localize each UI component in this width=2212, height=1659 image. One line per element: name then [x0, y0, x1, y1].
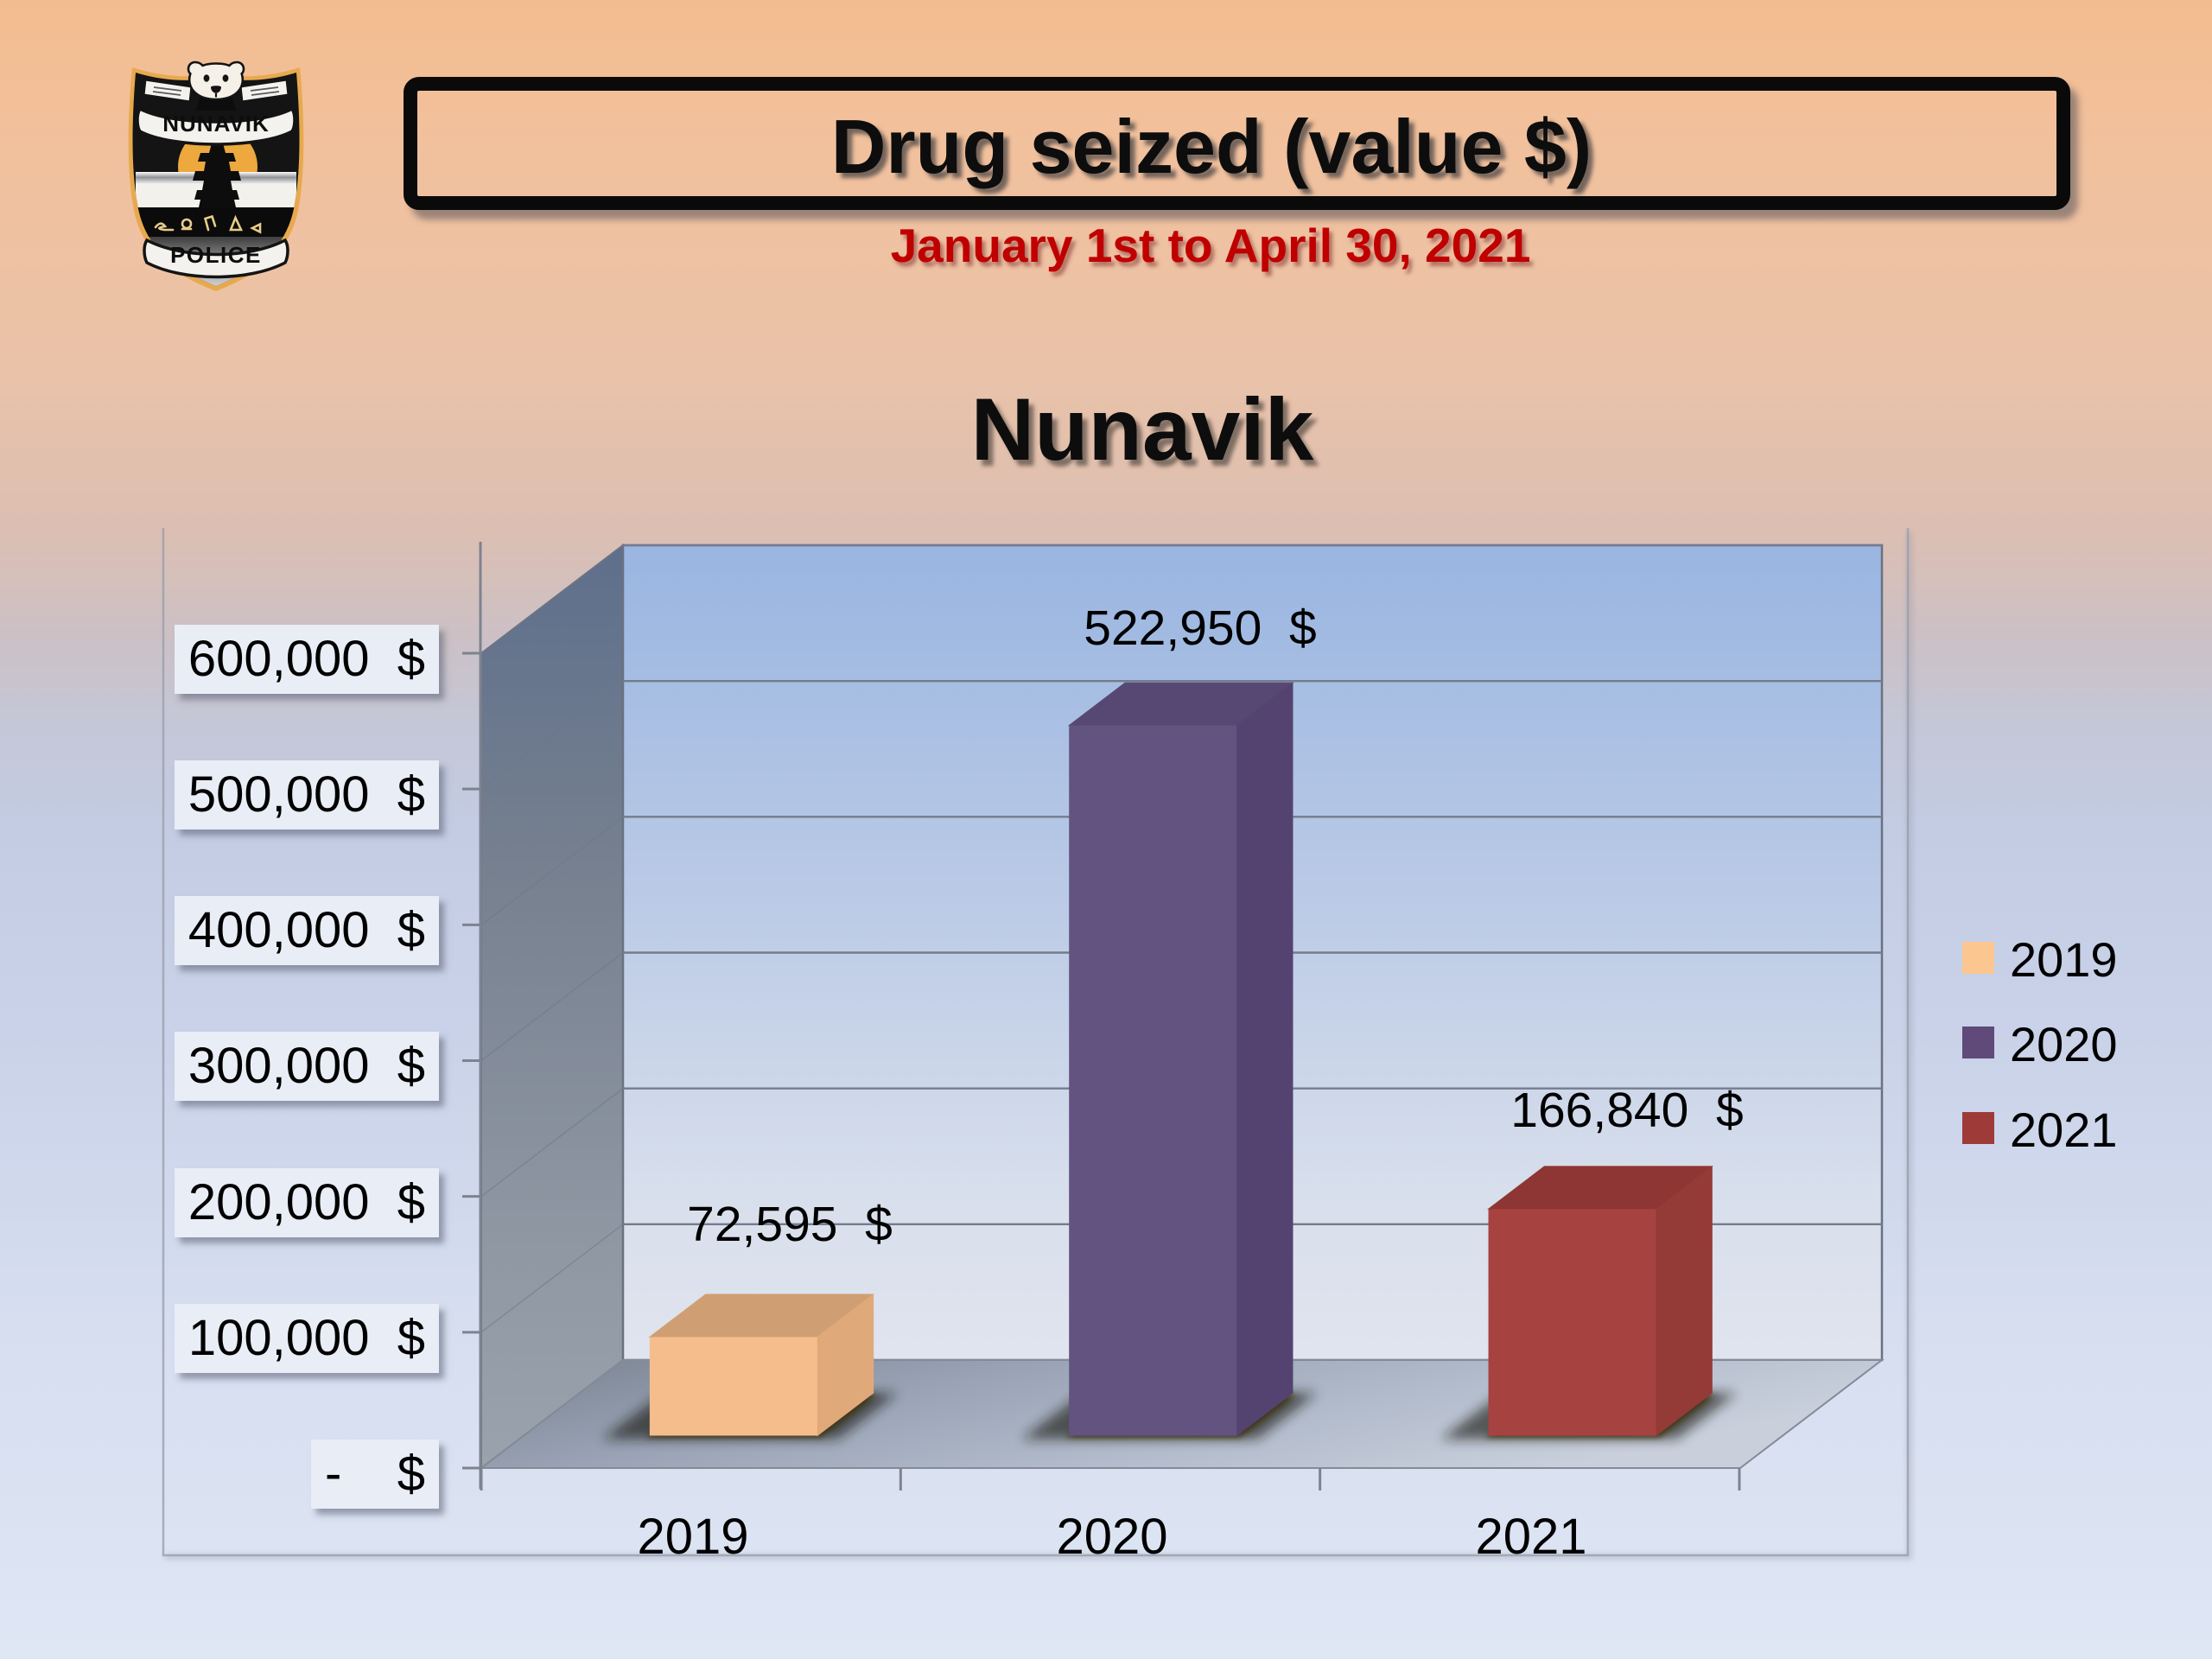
svg-text:NUNAVIK: NUNAVIK	[162, 111, 270, 137]
svg-text:POLICE: POLICE	[170, 242, 262, 268]
